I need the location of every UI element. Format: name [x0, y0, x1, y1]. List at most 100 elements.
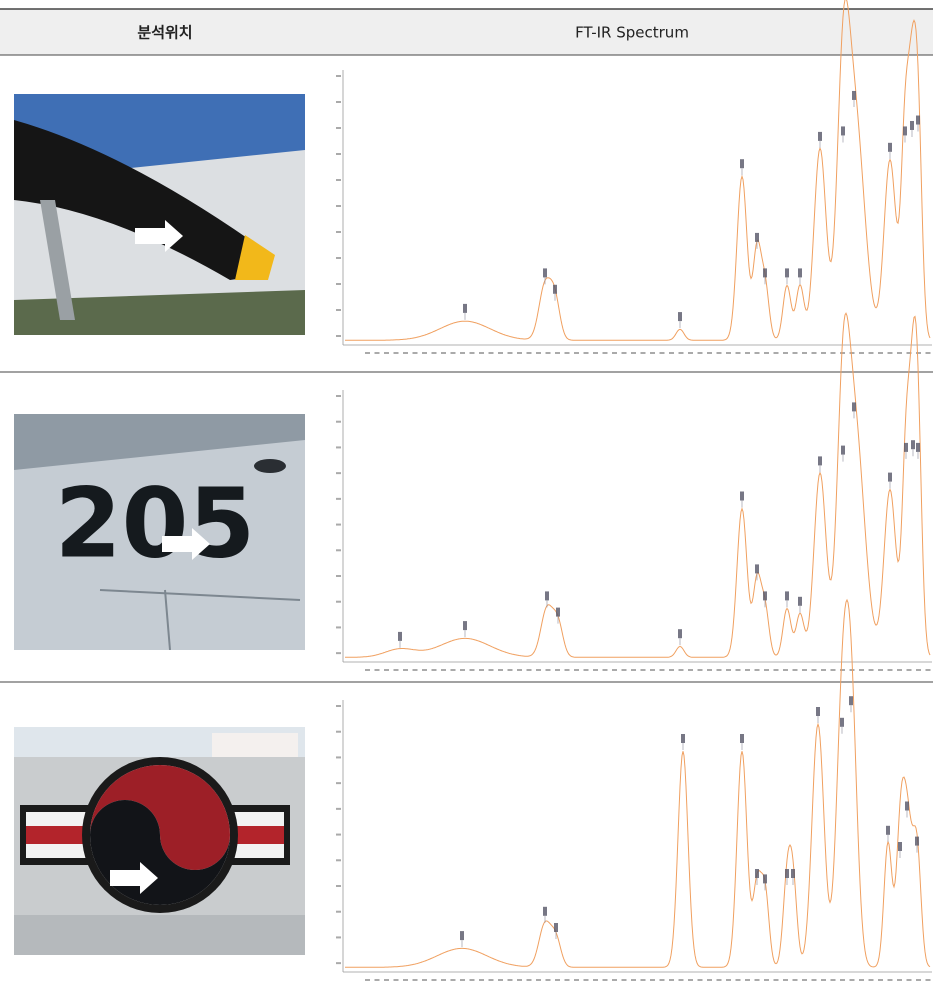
header-location: 분석위치	[137, 24, 192, 42]
tick-label-glyph	[507, 352, 513, 354]
tick-label-glyph	[469, 352, 475, 354]
tick-label-glyph	[925, 352, 931, 354]
tick-label-glyph	[878, 669, 883, 671]
tick-label-glyph	[726, 669, 731, 671]
tick-label-glyph	[498, 979, 503, 981]
tick-label-glyph	[859, 669, 864, 671]
tick-label-glyph	[697, 669, 703, 671]
tick-label-glyph	[925, 669, 931, 671]
peak-label	[916, 115, 920, 125]
tick-label-glyph	[621, 352, 627, 354]
tick-label-glyph	[659, 669, 665, 671]
tick-label-glyph	[754, 979, 760, 981]
tick-label-glyph	[336, 153, 341, 155]
tick-label-glyph	[412, 979, 418, 981]
tick-label-glyph	[488, 669, 494, 671]
tick-label-glyph	[802, 669, 807, 671]
tick-label-glyph	[878, 979, 883, 981]
tick-label-glyph	[792, 669, 798, 671]
tick-label-glyph	[621, 979, 627, 981]
tick-label-glyph	[498, 669, 503, 671]
tick-label-glyph	[336, 420, 341, 423]
tick-label-glyph	[593, 979, 598, 981]
tick-label-glyph	[688, 352, 693, 354]
peak-label	[888, 472, 892, 482]
tick-label-glyph	[726, 352, 731, 354]
tick-label-glyph	[859, 979, 864, 981]
tick-label-glyph	[412, 669, 418, 671]
tick-label-glyph	[593, 669, 598, 671]
peak-label	[785, 268, 789, 278]
tick-label-glyph	[450, 352, 456, 354]
peak-label	[905, 801, 909, 811]
tick-label-glyph	[707, 352, 712, 354]
tick-label-glyph	[336, 127, 341, 129]
peak-label	[841, 445, 845, 455]
tick-label-glyph	[336, 472, 341, 475]
peak-label	[915, 836, 919, 846]
tick-label-glyph	[650, 352, 655, 354]
tick-label-glyph	[336, 446, 341, 449]
tick-label-glyph	[916, 979, 921, 981]
tick-label-glyph	[583, 979, 589, 981]
spectrum-curve	[345, 598, 931, 968]
peak-label	[910, 120, 914, 130]
tick-label-glyph	[460, 979, 465, 981]
tick-label-glyph	[336, 179, 341, 181]
tick-label-glyph	[764, 979, 769, 981]
tick-label-glyph	[536, 979, 541, 981]
tick-label-glyph	[887, 669, 893, 671]
peak-label	[898, 842, 902, 851]
tick-label-glyph	[336, 523, 341, 526]
peak-label	[678, 312, 682, 322]
tick-label-glyph	[792, 352, 798, 354]
tick-label-glyph	[479, 352, 484, 354]
tick-label-glyph	[688, 979, 693, 981]
tick-label-glyph	[745, 979, 750, 981]
tick-label-glyph	[365, 352, 370, 354]
tick-label-glyph	[726, 979, 731, 981]
tick-label-glyph	[773, 352, 779, 354]
peak-label	[840, 717, 844, 727]
tick-label-glyph	[669, 979, 674, 981]
peak-label	[543, 268, 547, 278]
tick-label-glyph	[336, 626, 341, 629]
tick-label-glyph	[441, 669, 446, 671]
tick-label-glyph	[441, 352, 446, 354]
photo-205: 205	[14, 414, 305, 650]
tick-label-glyph	[555, 669, 560, 671]
tick-label-glyph	[821, 979, 826, 981]
tick-label-glyph	[336, 756, 341, 759]
tick-label-glyph	[384, 979, 389, 981]
tick-label-glyph	[887, 979, 893, 981]
tick-label-glyph	[792, 979, 798, 981]
peak-label	[852, 90, 856, 100]
tick-label-glyph	[773, 979, 779, 981]
tick-label-glyph	[821, 352, 826, 354]
tick-label-glyph	[365, 669, 370, 671]
peak-label	[553, 284, 557, 294]
tick-label-glyph	[754, 669, 760, 671]
peak-label	[818, 456, 822, 466]
peak-label	[681, 734, 685, 743]
tick-label-glyph	[583, 669, 589, 671]
tick-label-glyph	[631, 352, 636, 354]
tick-label-glyph	[583, 352, 589, 354]
tick-label-glyph	[897, 979, 902, 981]
peak-label	[852, 402, 856, 412]
tick-label-glyph	[526, 352, 532, 354]
tick-label-glyph	[906, 352, 912, 354]
tick-label-glyph	[479, 669, 484, 671]
peak-label	[791, 869, 795, 878]
tick-label-glyph	[745, 352, 750, 354]
tick-label-glyph	[469, 979, 475, 981]
header-row	[0, 9, 933, 55]
tick-label-glyph	[336, 283, 341, 285]
tick-label-glyph	[716, 669, 722, 671]
tick-label-glyph	[479, 979, 484, 981]
tick-label-glyph	[830, 979, 836, 981]
tick-label-glyph	[336, 782, 341, 785]
tick-label-glyph	[773, 669, 779, 671]
tick-label-glyph	[422, 979, 427, 981]
tick-label-glyph	[336, 205, 341, 207]
